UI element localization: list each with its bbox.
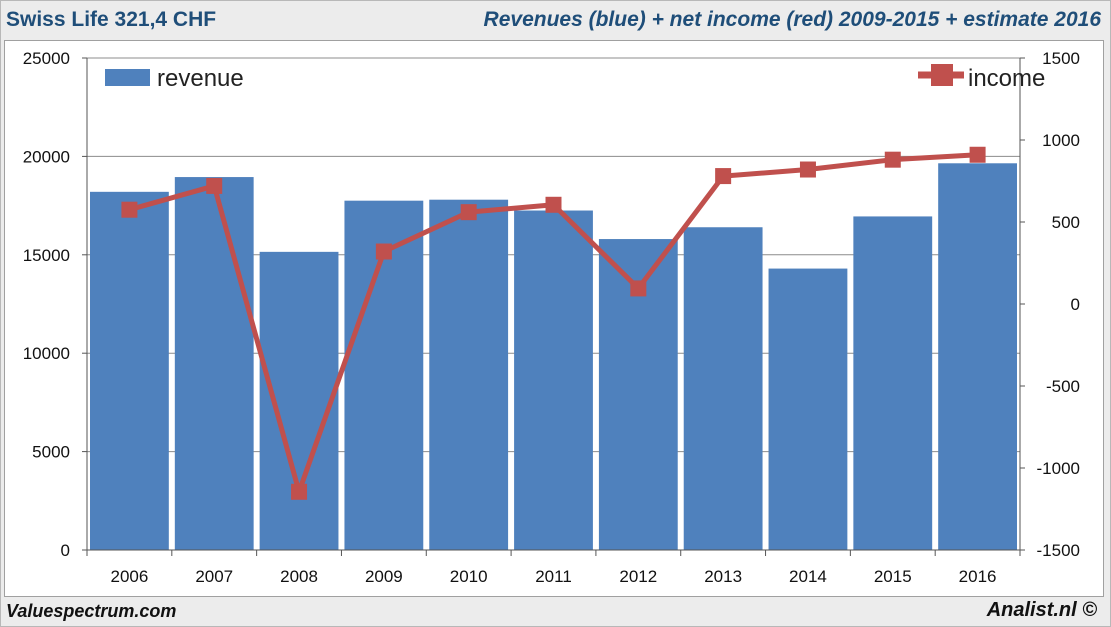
left-axis-tick-label: 5000 [32,443,70,462]
right-axis-tick-label: 500 [1052,213,1080,232]
revenue-bar [938,163,1017,550]
legend-revenue-swatch [105,69,150,86]
income-point [969,146,986,163]
income-point [460,204,477,221]
revenue-bar [514,210,593,550]
left-axis-tick-label: 0 [61,541,70,560]
x-axis-tick-label: 2016 [959,567,997,586]
income-point [121,201,138,218]
right-axis-tick-label: 1000 [1042,131,1080,150]
x-axis-tick-label: 2011 [535,567,572,586]
chart-title-right: Revenues (blue) + net income (red) 2009-… [483,8,1101,31]
revenue-bar [768,268,848,550]
x-axis-tick-label: 2007 [195,567,233,586]
x-axis-tick-label: 2006 [110,567,148,586]
income-line [121,146,986,500]
revenue-bars [90,163,1017,551]
right-axis-tick-label: 1500 [1042,49,1080,68]
chart-title-left: Swiss Life 321,4 CHF [6,8,217,31]
legend-income-label: income [968,65,1045,92]
legend-income-swatch-marker [931,64,953,86]
x-axis-tick-label: 2014 [789,567,827,586]
revenue-bar [90,191,169,550]
axes: 0 5000 10000 15000 20000 25000 -1500 -1000 -500 0… [23,49,1080,586]
income-point [799,161,816,178]
x-axis-tick-label: 2008 [280,567,318,586]
x-axis-tick-label: 2015 [874,567,912,586]
revenue-bar [429,199,509,551]
left-axis-tick-label: 10000 [23,344,70,363]
right-axis-tick-label: -1000 [1037,459,1080,478]
income-point [206,177,223,194]
income-point [715,168,732,185]
income-point [291,483,308,500]
revenue-bar [683,227,763,551]
left-axis-tick-label: 20000 [23,147,70,166]
footer-copyright: Analist.nl © [986,599,1097,621]
legend: revenue income [105,64,1045,92]
left-axis-tick-label: 25000 [23,49,70,68]
revenue-bar [853,216,933,550]
right-axis-tick-label: -1500 [1037,541,1080,560]
right-axis-tick-label: -500 [1046,377,1080,396]
right-axis-tick-label: 0 [1071,295,1080,314]
legend-revenue-label: revenue [157,65,244,92]
income-point [630,280,647,297]
income-point [545,196,562,213]
x-axis-tick-label: 2013 [704,567,742,586]
income-point [375,243,392,260]
x-axis-tick-label: 2009 [365,567,403,586]
footer-source: Valuespectrum.com [6,601,177,621]
x-axis-tick-label: 2012 [619,567,657,586]
revenue-bar [174,177,254,550]
left-axis-tick-label: 15000 [23,246,70,265]
income-point [884,151,901,168]
x-axis-tick-label: 2010 [450,567,488,586]
